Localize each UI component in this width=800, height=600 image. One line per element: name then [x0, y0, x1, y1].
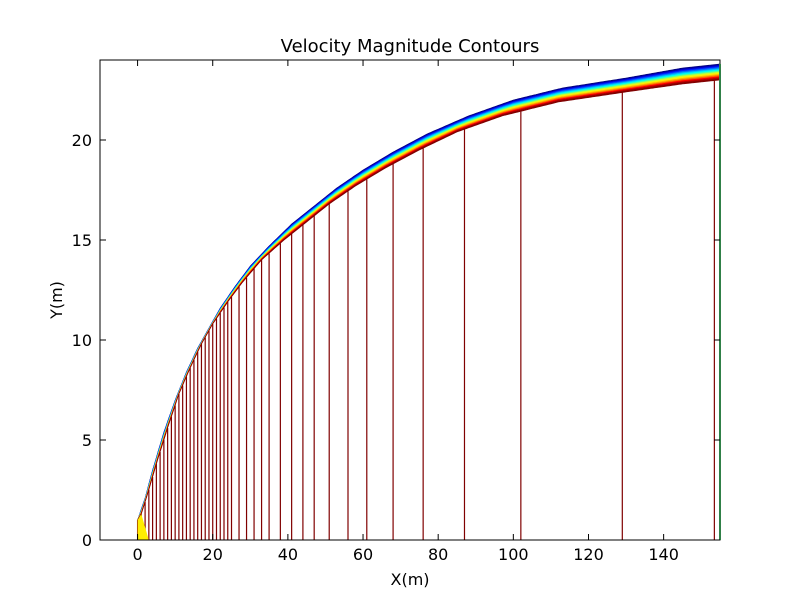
plot-area	[136, 63, 721, 540]
inlet-contour-region	[137, 514, 149, 540]
y-tick-label: 20	[72, 131, 92, 150]
x-tick-label: 80	[428, 545, 448, 564]
x-tick-label: 40	[278, 545, 298, 564]
chart-title: Velocity Magnitude Contours	[281, 36, 540, 57]
contour-band	[137, 76, 721, 521]
y-tick-label: 10	[72, 331, 92, 350]
x-tick-label: 120	[573, 545, 604, 564]
x-tick-label: 100	[498, 545, 529, 564]
contour-band	[137, 78, 721, 521]
x-tick-label: 140	[648, 545, 679, 564]
contour-band	[137, 63, 721, 521]
x-axis: 0 20 40 60 80 100 120 140	[132, 60, 679, 564]
axes-frame	[99, 59, 721, 541]
contour-band	[137, 75, 721, 521]
contour-band	[137, 70, 721, 521]
x-tick-label: 20	[203, 545, 223, 564]
y-axis: 0 5 10 15 20	[72, 131, 720, 550]
contour-band	[137, 73, 721, 521]
contour-band	[137, 72, 721, 521]
x-tick-label: 0	[132, 545, 142, 564]
contour-band	[137, 71, 721, 521]
y-tick-label: 0	[82, 531, 92, 550]
y-axis-label: Y(m)	[47, 281, 66, 320]
x-tick-label: 60	[353, 545, 373, 564]
y-tick-label: 5	[82, 431, 92, 450]
y-tick-label: 15	[72, 231, 92, 250]
contour-band	[137, 77, 721, 521]
x-axis-label: X(m)	[390, 570, 429, 589]
